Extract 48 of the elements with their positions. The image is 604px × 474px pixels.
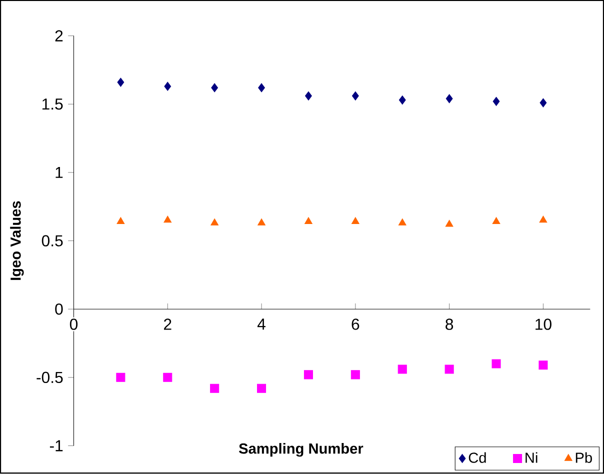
legend-label: Pb bbox=[576, 452, 592, 464]
x-tick-label: 2 bbox=[164, 318, 172, 330]
point bbox=[257, 384, 266, 394]
point bbox=[540, 98, 547, 108]
point bbox=[117, 78, 124, 87]
point bbox=[538, 360, 548, 370]
point bbox=[210, 218, 219, 226]
legend-label: Cd bbox=[468, 452, 486, 464]
point bbox=[444, 364, 454, 374]
y-tick-label: -0.5 bbox=[36, 372, 63, 384]
x-axis-title: Sampling Number bbox=[238, 443, 364, 457]
y-tick-label: 1.5 bbox=[42, 98, 63, 110]
point bbox=[492, 217, 500, 224]
x-tick-label: 6 bbox=[352, 318, 360, 330]
y-tick-label: 1 bbox=[56, 167, 63, 178]
point bbox=[304, 370, 313, 380]
point bbox=[163, 373, 172, 382]
point bbox=[398, 364, 407, 374]
point bbox=[116, 217, 125, 224]
point bbox=[351, 217, 360, 224]
point bbox=[210, 384, 220, 394]
point bbox=[350, 370, 360, 380]
point bbox=[258, 83, 265, 92]
point bbox=[539, 216, 548, 223]
point bbox=[446, 94, 453, 104]
point bbox=[116, 373, 126, 382]
y-axis-title: Igeo Values bbox=[10, 201, 24, 280]
point bbox=[492, 359, 501, 368]
x-tick-label: 0 bbox=[70, 318, 78, 330]
point bbox=[352, 92, 359, 101]
point bbox=[492, 97, 500, 106]
point bbox=[445, 220, 454, 227]
point bbox=[304, 217, 312, 224]
point bbox=[305, 92, 312, 101]
point bbox=[398, 96, 406, 105]
legend-label: Ni bbox=[526, 452, 538, 464]
point bbox=[211, 83, 218, 92]
point bbox=[164, 82, 172, 92]
point bbox=[164, 216, 172, 223]
y-tick-label: 0 bbox=[55, 304, 63, 315]
y-tick-label: 0.5 bbox=[42, 235, 63, 247]
x-tick-label: 8 bbox=[446, 318, 454, 330]
x-tick-label: 4 bbox=[257, 318, 266, 330]
y-tick-label: 2 bbox=[55, 30, 63, 42]
point bbox=[258, 218, 266, 226]
point bbox=[398, 218, 406, 226]
x-tick-label: 10 bbox=[536, 318, 552, 330]
y-tick-label: -1 bbox=[50, 440, 63, 452]
